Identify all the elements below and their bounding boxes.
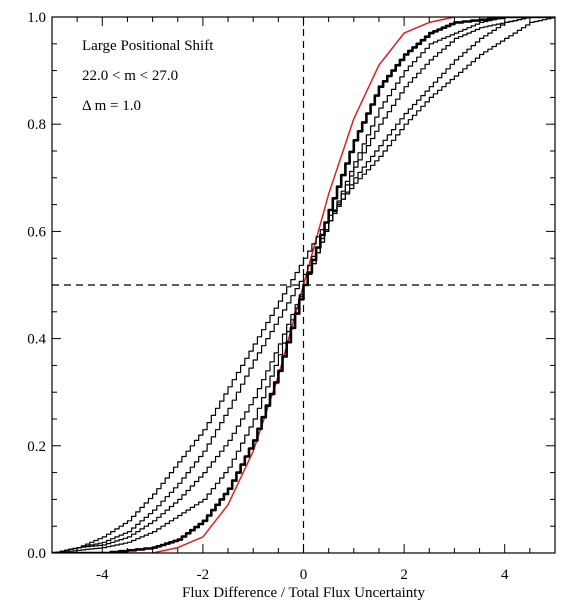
y-tick-label: 0.0 <box>27 546 46 562</box>
x-axis-title: Flux Difference / Total Flux Uncertainty <box>182 585 425 601</box>
y-tick-label: 0.6 <box>27 224 46 240</box>
axis-ticks <box>51 16 556 554</box>
annotation-block: Large Positional Shift 22.0 < m < 27.0 Δ… <box>82 38 214 114</box>
series-layer <box>52 17 555 553</box>
y-tick-label: 0.4 <box>27 332 46 348</box>
x-tick-label: 4 <box>501 567 509 583</box>
cdf-series-4 <box>52 17 555 553</box>
x-tick-label: -2 <box>197 567 210 583</box>
annotation-magnitude-step: Δ m = 1.0 <box>82 98 141 114</box>
y-tick-label: 0.8 <box>27 117 46 133</box>
y-tick-label: 0.2 <box>27 439 46 455</box>
annotation-magnitude-range: 22.0 < m < 27.0 <box>82 68 178 84</box>
x-tick-label: 2 <box>400 567 408 583</box>
x-tick-label: -4 <box>96 567 109 583</box>
axis-tick-labels: -4 -2 0 2 4 0.0 0.2 0.4 0.6 0.8 1.0 <box>27 10 509 583</box>
annotation-title: Large Positional Shift <box>82 38 214 54</box>
y-tick-label: 1.0 <box>27 10 46 26</box>
x-tick-label: 0 <box>300 567 308 583</box>
cdf-series-5 <box>52 17 555 553</box>
cdf-series-6 <box>52 17 555 553</box>
